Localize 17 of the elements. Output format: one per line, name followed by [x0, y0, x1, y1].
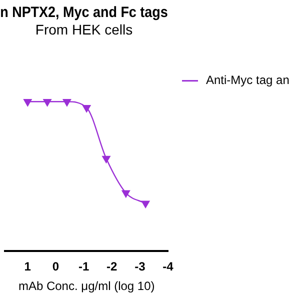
point [24, 99, 32, 106]
x-tick-label: 1 [24, 260, 32, 274]
point [141, 200, 150, 208]
point [43, 99, 52, 106]
chart-title: n NPTX2, Myc and Fc tags [0, 4, 168, 22]
point [82, 105, 91, 112]
point [62, 99, 72, 106]
x-tick-label: -4 [162, 260, 174, 274]
point [122, 190, 130, 198]
legend-label: Anti-Myc tag an [206, 73, 290, 88]
x-tick-label: -3 [134, 260, 146, 274]
x-tick-label: -1 [78, 260, 90, 274]
point [102, 156, 110, 164]
x-tick-label: -2 [106, 260, 118, 274]
x-axis-title: mAb Conc. μg/ml (log 10) [18, 279, 155, 294]
chart-subtitle: From HEK cells [35, 21, 133, 38]
x-tick-label: 0 [52, 260, 60, 274]
